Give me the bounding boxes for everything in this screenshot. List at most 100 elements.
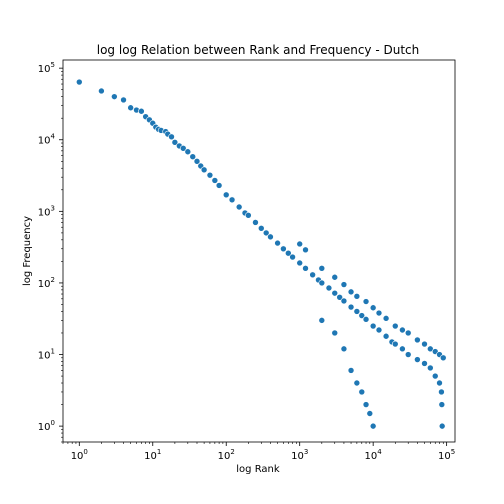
data-point [347,303,355,311]
x-tick-label: 100 [71,448,88,462]
data-point [222,191,230,199]
data-point [138,107,145,115]
data-point [127,104,134,112]
data-point [274,239,281,247]
data-point [289,253,296,261]
data-point [375,326,383,334]
data-point [431,372,439,380]
data-point [439,354,447,362]
data-point [179,144,187,152]
x-tick-label: 103 [291,448,308,462]
data-point [353,308,361,315]
x-axis-label: log Rank [236,464,280,475]
x-tick-label: 101 [144,448,161,462]
data-point [296,240,304,248]
data-point [404,351,412,358]
data-point [369,422,377,430]
chart-title: log log Relation between Rank and Freque… [97,43,419,57]
data-point [267,233,274,241]
data-point [362,316,370,323]
data-point [331,289,339,297]
data-point [331,273,339,281]
y-axis-ticks: 100 101 102 103 104 105 [38,61,63,443]
data-point [285,249,292,257]
x-axis-ticks: 100 101 102 103 104 105 [62,442,455,462]
data-point [98,87,105,95]
data-point [302,246,309,254]
plot-frame [62,59,456,443]
x-tick-label: 102 [218,448,235,462]
data-point [340,281,348,288]
data-point [427,364,434,372]
data-point [336,293,343,301]
data-point [438,401,446,408]
data-point [438,422,446,430]
data-point [369,322,377,330]
data-point [309,271,316,279]
data-point [318,317,326,324]
data-point [235,203,243,211]
y-tick-label: 103 [38,204,55,218]
y-tick-label: 100 [38,419,55,433]
data-point [257,224,265,232]
data-point [358,388,366,396]
data-point [206,171,214,179]
data-point [168,133,175,141]
data-point [375,309,383,317]
data-point [325,284,333,292]
data-point [391,340,399,348]
data-point [318,265,326,272]
data-point [399,345,406,353]
data-point [436,379,443,387]
data-point [421,340,428,348]
data-point [438,388,445,396]
data-point [347,367,355,374]
data-point [362,298,370,305]
data-point [215,182,223,189]
data-point [399,326,406,334]
data-point [414,356,421,363]
data-point [382,332,390,340]
x-tick-label: 104 [365,448,383,462]
data-point [331,329,339,337]
data-point [362,401,370,408]
y-tick-label: 104 [38,133,56,147]
data-point [280,245,287,253]
data-point [414,336,421,344]
data-point [120,96,127,104]
data-point [184,148,192,156]
data-point [252,219,259,226]
data-points [76,78,447,430]
y-tick-label: 102 [38,276,55,290]
data-point [353,293,361,300]
data-point [358,312,366,319]
data-point [404,329,412,337]
data-point [262,229,270,237]
y-tick-label: 105 [38,61,55,75]
data-point [427,345,434,353]
data-point [211,177,219,184]
data-point [318,279,326,287]
data-point [421,360,428,367]
data-point [340,297,348,305]
data-point [302,265,309,272]
data-point [340,345,348,353]
data-point [189,153,197,160]
data-point [193,158,201,165]
data-point [245,212,252,219]
data-point [391,322,399,330]
data-point [347,288,355,296]
data-point [76,78,83,86]
data-point [353,379,361,387]
data-point [200,166,208,174]
y-axis-label: log Frequency [22,216,33,286]
data-point [228,196,236,204]
data-point [382,315,390,322]
x-tick-label: 105 [438,448,455,462]
y-tick-label: 101 [38,348,55,362]
data-point [111,93,118,100]
data-point [296,259,304,267]
data-point [171,139,179,146]
